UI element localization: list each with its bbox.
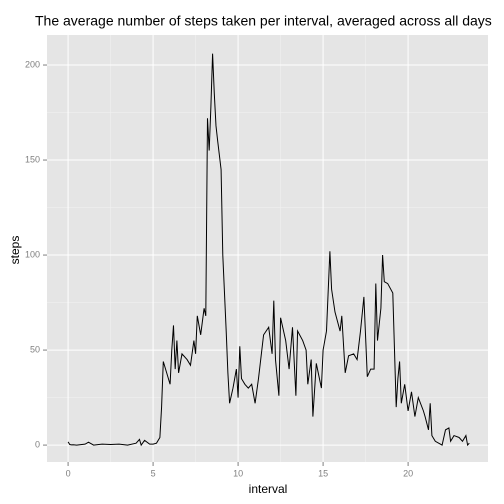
y-axis-label: steps bbox=[8, 236, 22, 265]
y-tick-label: 150 bbox=[25, 154, 40, 164]
plot-panel bbox=[47, 35, 488, 462]
x-tick-label: 10 bbox=[233, 468, 243, 478]
x-tick-label: 15 bbox=[318, 468, 328, 478]
y-tick-label: 0 bbox=[35, 439, 40, 449]
y-tick-label: 200 bbox=[25, 59, 40, 69]
x-tick-label: 20 bbox=[403, 468, 413, 478]
line bbox=[67, 53, 470, 447]
y-tick-label: 50 bbox=[30, 344, 40, 354]
x-tick-label: 5 bbox=[151, 468, 156, 478]
y-tick-label: 100 bbox=[25, 249, 40, 259]
x-axis-label: interval bbox=[249, 482, 288, 496]
x-tick-label: 0 bbox=[66, 468, 71, 478]
chart-title: The average number of steps taken per in… bbox=[35, 13, 492, 29]
